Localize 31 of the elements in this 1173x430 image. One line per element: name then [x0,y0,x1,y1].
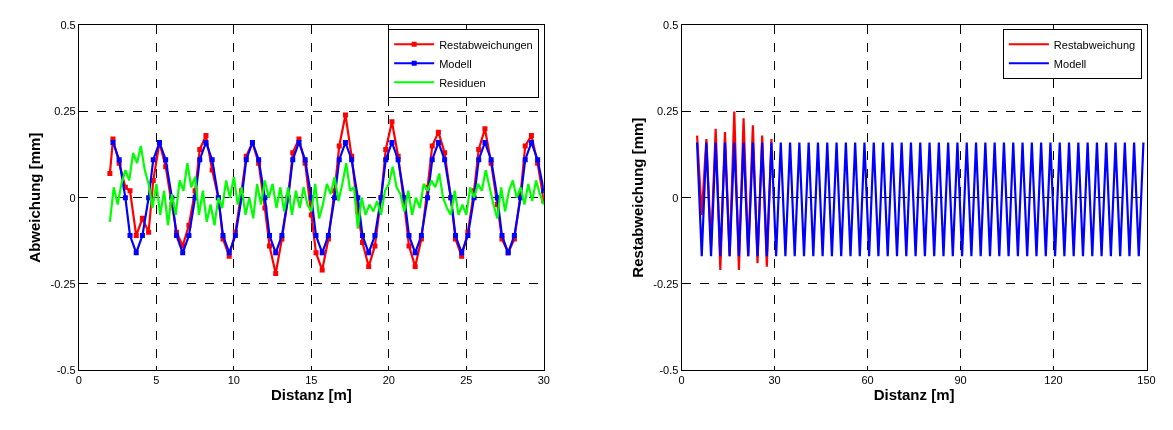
x-tick-label: 5 [153,374,160,387]
x-tick-label: 10 [227,374,240,387]
x-tick-label: 15 [305,374,318,387]
x-tick-label: 90 [954,374,967,387]
y-tick-label: 0.5 [663,19,679,32]
x-tick-label: 20 [382,374,395,387]
y-tick-label: 0.25 [54,105,76,118]
legend-label: Modell [1053,57,1087,70]
legend-label: Modell [439,57,472,70]
y-tick-label: -0.25 [50,277,76,290]
y-tick-label: -0.25 [653,277,679,290]
x-axis-title: Distanz [m] [270,386,352,404]
y-axis-title: Restabweichung [mm] [628,117,646,278]
y-tick-label: 0.5 [60,19,76,32]
line-series [108,144,544,230]
x-tick-label: 120 [1044,374,1063,387]
legend-label: Restabweichungen [439,38,533,51]
legend-label: Residuen [439,76,486,89]
legend-label: Restabweichung [1053,38,1136,51]
x-axis-title: Distanz [m] [873,386,955,404]
y-tick-label: 0 [672,191,679,204]
x-tick-label: 30 [768,374,781,387]
y-tick-label: 0.25 [656,105,679,118]
y-tick-label: -0.5 [56,363,76,376]
y-axis-title: Abweichung [mm] [25,132,43,263]
x-tick-label: 150 [1137,374,1156,387]
x-tick-label: 60 [861,374,874,387]
y-tick-label: -0.5 [659,363,679,376]
y-tick-label: 0 [69,191,76,204]
x-tick-label: 30 [537,374,550,387]
x-tick-label: 25 [460,374,473,387]
